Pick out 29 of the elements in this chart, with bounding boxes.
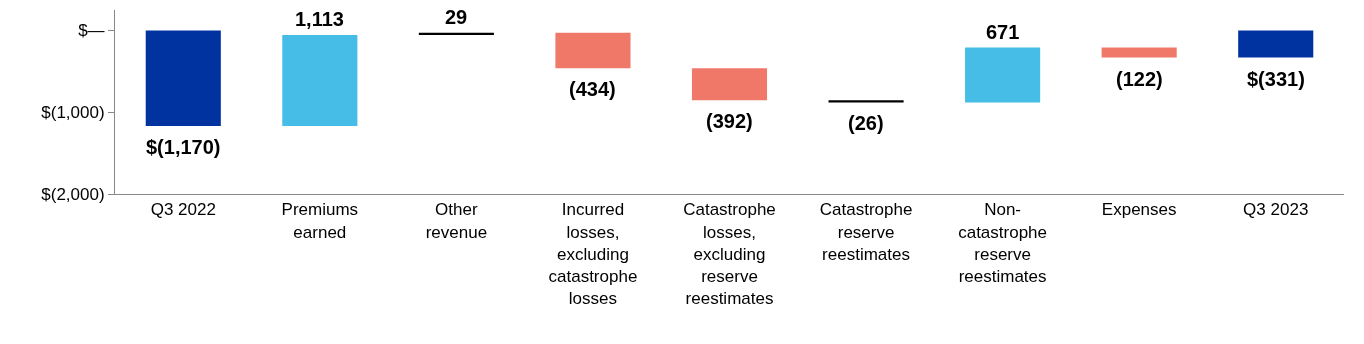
x-tick-label: Other revenue: [425, 200, 488, 242]
x-tick-label: Incurred losses, excluding catastrophe losses: [548, 200, 638, 308]
data-label: (122): [1116, 68, 1163, 90]
bar: [691, 68, 768, 101]
x-tick-label: Catastrophe reserve reestimates: [819, 200, 913, 264]
data-label: (392): [706, 110, 753, 132]
y-tick-label: $(1,000): [41, 103, 105, 123]
bar: [1238, 30, 1314, 58]
bar: [555, 32, 631, 69]
x-tick-label: Premiums earned: [281, 200, 359, 242]
x-tick-label: Q3 2023: [1243, 200, 1309, 220]
y-tick-label: $—: [78, 21, 105, 41]
data-label: 671: [986, 21, 1020, 43]
x-tick-label: Non-catastrophe reserve reestimates: [958, 200, 1048, 286]
bar: [282, 35, 358, 127]
bar: [145, 30, 221, 127]
data-label: (26): [848, 112, 884, 134]
data-label: $(331): [1247, 68, 1305, 90]
bar: [965, 47, 1041, 103]
bar: [828, 100, 904, 103]
x-tick-label: Q3 2022: [150, 200, 216, 220]
x-tick-label: Catastrophe losses, excluding reserve reestimates: [683, 200, 776, 308]
data-label: $(1,170): [146, 136, 221, 158]
y-tick-label: $(2,000): [41, 184, 105, 204]
data-label: 29: [445, 6, 468, 28]
data-label: 1,113: [295, 8, 344, 30]
x-tick-label: Expenses: [1101, 200, 1177, 220]
bar: [1101, 47, 1177, 58]
data-label: (434): [569, 78, 616, 100]
